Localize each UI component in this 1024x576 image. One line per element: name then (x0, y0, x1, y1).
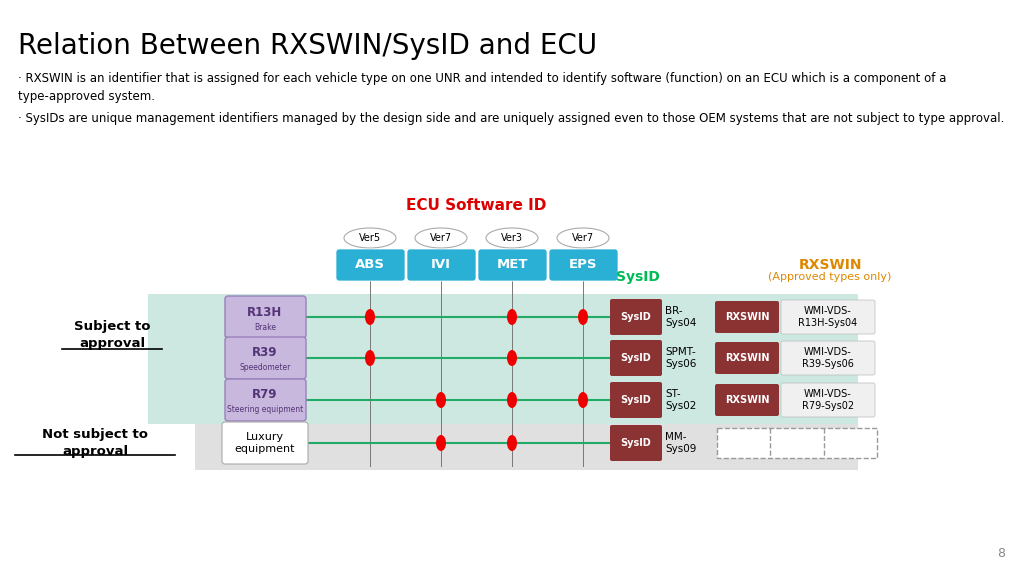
FancyBboxPatch shape (715, 301, 779, 333)
FancyBboxPatch shape (610, 382, 662, 418)
Text: RXSWIN: RXSWIN (799, 258, 862, 272)
Ellipse shape (415, 228, 467, 248)
Text: R39: R39 (252, 347, 278, 359)
Text: SysID: SysID (621, 353, 651, 363)
Text: · RXSWIN is an identifier that is assigned for each vehicle type on one UNR and : · RXSWIN is an identifier that is assign… (18, 72, 946, 103)
FancyBboxPatch shape (715, 342, 779, 374)
Ellipse shape (507, 309, 517, 325)
Ellipse shape (436, 392, 446, 408)
Text: Steering equipment: Steering equipment (227, 406, 303, 415)
Text: ST-
Sys02: ST- Sys02 (665, 389, 696, 411)
Ellipse shape (365, 309, 375, 325)
Text: SysID: SysID (616, 270, 659, 284)
FancyBboxPatch shape (610, 425, 662, 461)
Text: WMI-VDS-
R39-Sys06: WMI-VDS- R39-Sys06 (802, 347, 854, 369)
Ellipse shape (436, 435, 446, 451)
FancyBboxPatch shape (407, 249, 476, 281)
FancyBboxPatch shape (478, 249, 547, 281)
Ellipse shape (486, 228, 538, 248)
Text: Subject to
approval: Subject to approval (74, 320, 151, 350)
Text: Luxury
equipment: Luxury equipment (234, 432, 295, 454)
FancyBboxPatch shape (225, 379, 306, 421)
FancyBboxPatch shape (610, 299, 662, 335)
Text: RXSWIN: RXSWIN (725, 395, 769, 405)
Text: MET: MET (497, 259, 527, 271)
Ellipse shape (365, 350, 375, 366)
FancyBboxPatch shape (715, 384, 779, 416)
FancyBboxPatch shape (549, 249, 618, 281)
Text: SysID: SysID (621, 395, 651, 405)
Text: 8: 8 (997, 547, 1005, 560)
Bar (148, 294, 858, 424)
Ellipse shape (578, 392, 588, 408)
Text: SPMT-
Sys06: SPMT- Sys06 (665, 347, 696, 369)
FancyBboxPatch shape (781, 383, 874, 417)
Text: RXSWIN: RXSWIN (725, 353, 769, 363)
FancyBboxPatch shape (336, 249, 406, 281)
FancyBboxPatch shape (225, 296, 306, 338)
Text: Brake: Brake (254, 323, 276, 332)
Ellipse shape (507, 392, 517, 408)
Text: WMI-VDS-
R13H-Sys04: WMI-VDS- R13H-Sys04 (799, 306, 858, 328)
Text: MM-
Sys09: MM- Sys09 (665, 432, 696, 454)
Ellipse shape (557, 228, 609, 248)
Text: IVI: IVI (431, 259, 451, 271)
Ellipse shape (578, 309, 588, 325)
Text: Ver7: Ver7 (430, 233, 452, 243)
Text: ECU Software ID: ECU Software ID (407, 198, 547, 213)
Text: R13H: R13H (248, 305, 283, 319)
Text: Relation Between RXSWIN/SysID and ECU: Relation Between RXSWIN/SysID and ECU (18, 32, 597, 60)
Text: R79: R79 (252, 388, 278, 401)
Text: · SysIDs are unique management identifiers managed by the design side and are un: · SysIDs are unique management identifie… (18, 112, 1005, 125)
Text: SysID: SysID (621, 312, 651, 322)
FancyBboxPatch shape (222, 422, 308, 464)
Text: (Approved types only): (Approved types only) (768, 272, 892, 282)
FancyBboxPatch shape (781, 341, 874, 375)
FancyBboxPatch shape (610, 340, 662, 376)
Text: ABS: ABS (355, 259, 385, 271)
FancyBboxPatch shape (781, 300, 874, 334)
Text: Ver3: Ver3 (501, 233, 523, 243)
Text: SysID: SysID (621, 438, 651, 448)
Text: RXSWIN: RXSWIN (725, 312, 769, 322)
Ellipse shape (507, 350, 517, 366)
Text: Speedometer: Speedometer (240, 363, 291, 373)
FancyBboxPatch shape (225, 337, 306, 379)
Text: BR-
Sys04: BR- Sys04 (665, 306, 696, 328)
Text: WMI-VDS-
R79-Sys02: WMI-VDS- R79-Sys02 (802, 389, 854, 411)
Text: EPS: EPS (568, 259, 597, 271)
Text: Ver5: Ver5 (359, 233, 381, 243)
Bar (717, 428, 877, 458)
Ellipse shape (344, 228, 396, 248)
Text: Not subject to
approval: Not subject to approval (42, 428, 148, 458)
Bar (195, 424, 858, 470)
Ellipse shape (507, 435, 517, 451)
Text: Ver7: Ver7 (572, 233, 594, 243)
